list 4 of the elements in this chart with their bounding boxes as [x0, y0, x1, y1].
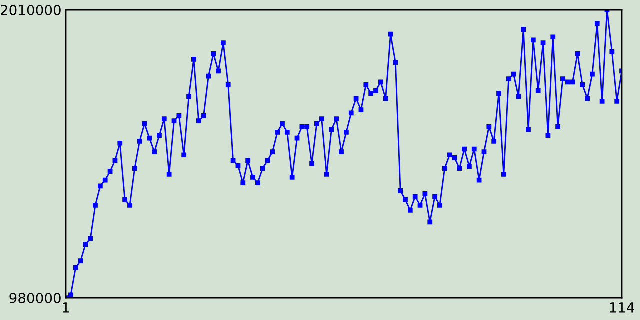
y-tick-label: 980000 [10, 292, 61, 304]
x-tick-label: 114 [610, 302, 634, 313]
y-tick-label: 2010000 [0, 4, 61, 16]
x-tick-label: 1 [63, 302, 70, 313]
